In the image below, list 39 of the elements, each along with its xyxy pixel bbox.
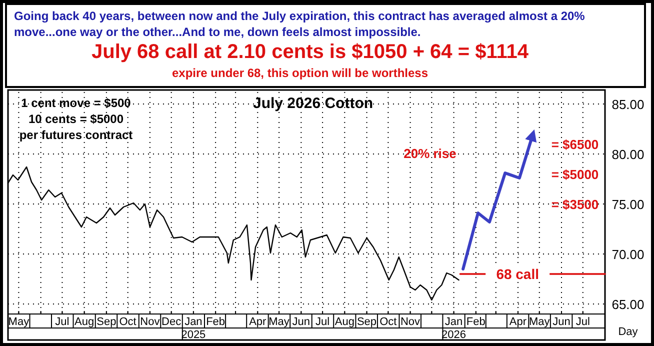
y-tick-label: 75.00 <box>612 197 644 212</box>
x-tick-label: May <box>8 316 30 328</box>
x-tick-label: Jun <box>552 316 570 328</box>
annotation: = $5000 <box>551 167 599 182</box>
text: expire under 68, this option will be worthless <box>172 66 428 80</box>
text: July 68 call at 2.10 cents is $1050 + 64 = $1114 <box>91 41 530 63</box>
annotation: 10 cents = $5000 <box>28 112 124 126</box>
y-tick-label: 65.00 <box>612 297 644 312</box>
annotation: 1 cent move = $500 <box>21 96 132 110</box>
x-tick-label: May <box>268 316 290 328</box>
x-tick-label: Sep <box>356 316 377 328</box>
annotation: = $6500 <box>551 137 599 152</box>
x-tick-label: Sep <box>96 316 116 328</box>
annotation: = $3500 <box>551 197 599 212</box>
series-label: 68 call <box>496 266 540 282</box>
x-tick-label: Dec <box>162 316 182 328</box>
x-tick-label: Apr <box>509 316 527 328</box>
x-tick-label: Aug <box>74 316 94 328</box>
x-tick-label: Feb <box>206 316 226 328</box>
y-tick-label: 70.00 <box>612 247 644 262</box>
x-tick-label: Oct <box>119 316 136 328</box>
y-tick-label: 80.00 <box>612 147 644 162</box>
chart-title: July 2026 Cotton <box>252 95 374 112</box>
x-tick-label: Jul <box>316 316 330 328</box>
x-tick-label: Jun <box>292 316 310 328</box>
x-tick-label: Nov <box>140 316 160 328</box>
x-tick-label: Oct <box>380 316 397 328</box>
x-tick-label: Apr <box>249 316 267 328</box>
chart-subtitle: Going back 40 years, between now and the July expiration, this contract has averaged almost a 20% move...one way or the other...And to me, down feels almost impossible. <box>14 9 586 39</box>
annotation: 20% rise <box>404 146 456 161</box>
x-tick-label: May <box>528 316 550 328</box>
x-tick-label: Feb <box>466 316 486 328</box>
annotation: per futures contract <box>19 128 133 142</box>
y-tick-label: 85.00 <box>612 97 644 112</box>
x-tick-label: Jul <box>576 316 590 328</box>
x-axis-title: Day <box>618 326 638 338</box>
x-tick-label: Aug <box>334 316 354 328</box>
x-tick-label: Nov <box>400 316 421 328</box>
x-tick-label: Jul <box>55 316 70 328</box>
